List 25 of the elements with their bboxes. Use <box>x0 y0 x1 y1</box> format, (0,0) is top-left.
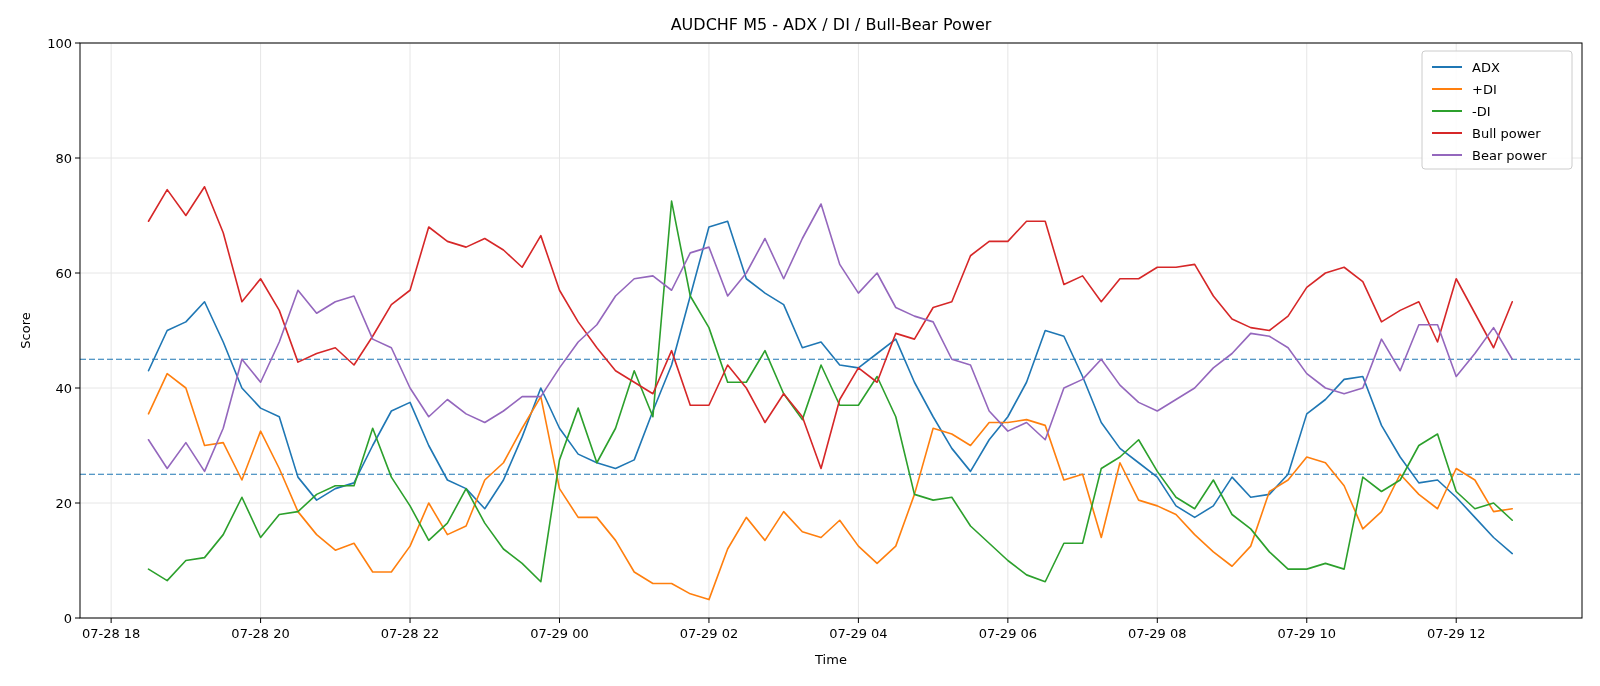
y-tick-label: 100 <box>47 36 72 51</box>
legend-label: Bull power <box>1472 126 1542 141</box>
y-tick-label: 80 <box>55 151 72 166</box>
x-axis-title: Time <box>814 652 847 667</box>
legend-label: +DI <box>1472 82 1497 97</box>
x-tick-label: 07-28 18 <box>81 626 141 641</box>
x-tick-label: 07-29 02 <box>679 626 739 641</box>
y-tick-label: 0 <box>63 611 72 626</box>
x-tick-label: 07-29 00 <box>530 626 589 641</box>
x-tick-label: 07-28 22 <box>380 626 440 641</box>
x-tick-label: 07-29 10 <box>1277 626 1336 641</box>
legend-label: Bear power <box>1472 148 1548 163</box>
x-tick-label: 07-29 06 <box>978 626 1038 641</box>
x-tick-label: 07-28 20 <box>231 626 290 641</box>
y-tick-label: 20 <box>55 496 72 511</box>
x-tick-label: 07-29 12 <box>1426 626 1486 641</box>
y-tick-label: 60 <box>55 266 72 281</box>
legend-label: ADX <box>1472 60 1500 75</box>
legend-label: -DI <box>1472 104 1491 119</box>
y-tick-label: 40 <box>55 381 72 396</box>
x-tick-label: 07-29 04 <box>829 626 888 641</box>
chart-title: AUDCHF M5 - ADX / DI / Bull-Bear Power <box>670 15 992 34</box>
y-axis-title: Score <box>18 312 33 349</box>
line-series <box>147 372 1514 601</box>
x-tick-label: 07-29 08 <box>1128 626 1187 641</box>
